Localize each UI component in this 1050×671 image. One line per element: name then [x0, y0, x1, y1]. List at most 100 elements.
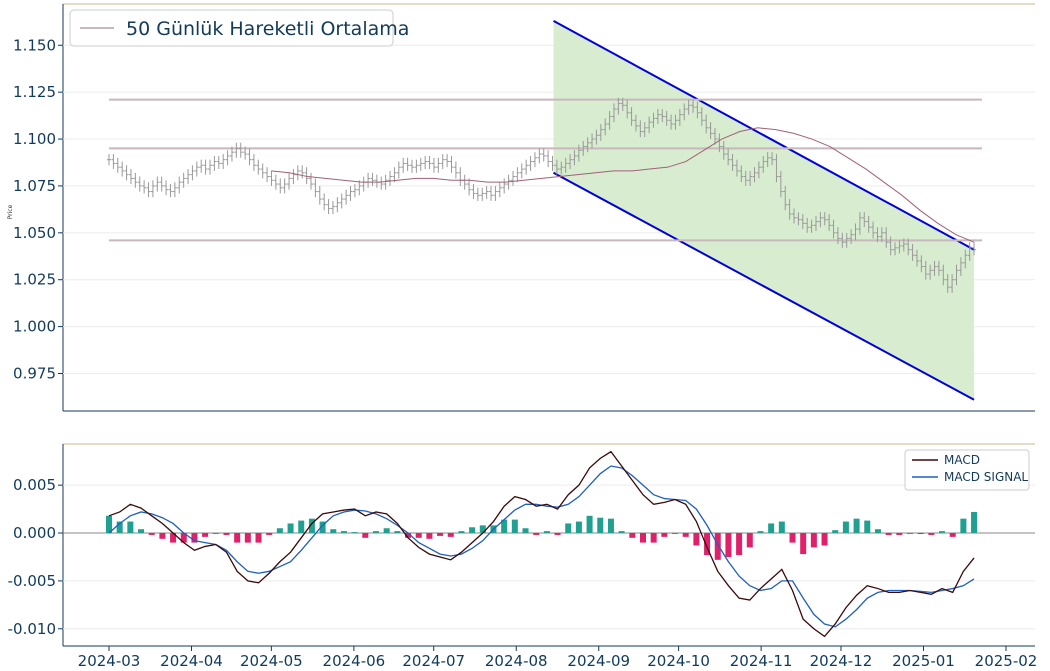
price-y-label: Price — [7, 204, 14, 219]
histogram-bar — [287, 523, 294, 534]
histogram-bar — [319, 521, 326, 534]
histogram-bar — [298, 520, 305, 534]
histogram-bar — [607, 518, 614, 534]
histogram-bar — [639, 533, 646, 543]
price-legend-box — [69, 9, 394, 47]
moving-average — [271, 127, 975, 243]
moving-average-line — [271, 127, 975, 243]
histogram-bar — [746, 533, 753, 548]
price-y-tick-label: 1.025 — [13, 271, 56, 289]
histogram-bar — [138, 529, 145, 534]
histogram-bar — [682, 533, 689, 537]
price-y-tick-label: 1.125 — [13, 83, 56, 101]
histogram-bar — [447, 533, 454, 537]
price-panel: 1.150 1.125 1.100 1.075 1.050 1.025 1.000 0.975… — [7, 3, 1035, 412]
histogram-bar — [372, 531, 379, 534]
date-x-tick-label: 2024-06 — [323, 652, 386, 670]
histogram-bar — [736, 533, 743, 556]
channel-upper-line — [553, 20, 975, 251]
histogram-bar — [971, 511, 978, 534]
histogram-bar — [928, 533, 935, 535]
histogram-bar — [842, 521, 849, 534]
histogram-bar — [874, 529, 881, 534]
histogram-bar — [960, 518, 967, 534]
horizontal-levels — [109, 98, 982, 242]
histogram-bar — [106, 515, 112, 534]
histogram-bar — [757, 531, 764, 534]
macd-legend-label: MACD — [944, 453, 980, 467]
macd-histogram — [106, 511, 978, 560]
histogram-bar — [212, 533, 219, 535]
macd-y-tick-label: 0.005 — [13, 476, 56, 494]
histogram-bar — [906, 533, 913, 535]
macd-y-ticks: 0.005 0.000 -0.005 -0.010 — [8, 476, 63, 638]
price-y-tick-label: 0.975 — [13, 364, 56, 382]
histogram-bar — [597, 517, 604, 534]
histogram-bar — [832, 530, 839, 534]
histogram-bar — [800, 533, 807, 555]
histogram-bar — [629, 533, 636, 538]
histogram-bar — [362, 533, 369, 538]
histogram-bar — [266, 533, 273, 535]
histogram-bar — [810, 533, 817, 548]
histogram-bar — [276, 528, 283, 534]
histogram-bar — [533, 533, 540, 535]
date-x-tick-label: 2025-01 — [892, 652, 955, 670]
histogram-bar — [340, 531, 347, 534]
histogram-bar — [415, 533, 422, 538]
histogram-bar — [159, 533, 166, 539]
histogram-bar — [511, 519, 518, 534]
signal-line — [108, 465, 975, 628]
macd-legend: MACD MACD SIGNAL — [904, 449, 1030, 491]
histogram-bar — [383, 528, 390, 534]
date-x-tick-label: 2025-02 — [975, 652, 1038, 670]
histogram-bar — [693, 533, 700, 546]
histogram-bar — [116, 521, 123, 534]
histogram-bar — [202, 533, 209, 537]
macd-lines — [108, 450, 975, 638]
histogram-bar — [768, 523, 775, 534]
macd-y-tick-label: -0.005 — [8, 572, 56, 590]
histogram-bar — [554, 533, 561, 535]
date-x-tick-label: 2024-11 — [730, 652, 793, 670]
trend-channel — [553, 20, 975, 401]
histogram-bar — [308, 518, 315, 534]
channel-fill — [553, 20, 975, 400]
histogram-bar — [821, 533, 828, 546]
histogram-bar — [864, 520, 871, 534]
date-x-tick-label: 2024-09 — [567, 652, 630, 670]
histogram-bar — [618, 531, 625, 534]
histogram-bar — [672, 533, 679, 535]
histogram-bar — [180, 533, 187, 543]
histogram-bar — [426, 533, 433, 539]
price-y-tick-label: 1.100 — [13, 130, 56, 148]
macd-line — [108, 450, 975, 638]
price-y-tick-label: 1.000 — [13, 318, 56, 336]
histogram-bar — [725, 533, 732, 557]
date-x-tick-label: 2024-07 — [402, 652, 465, 670]
histogram-bar — [789, 533, 796, 543]
date-x-tick-label: 2024-12 — [810, 652, 873, 670]
histogram-bar — [191, 533, 198, 543]
date-x-tick-label: 2024-10 — [647, 652, 710, 670]
histogram-bar — [223, 533, 230, 535]
histogram-bar — [234, 533, 241, 543]
histogram-bar — [949, 533, 956, 537]
histogram-bar — [127, 521, 134, 534]
histogram-bar — [575, 521, 582, 534]
price-y-tick-label: 1.075 — [13, 177, 56, 195]
histogram-bar — [939, 531, 946, 534]
histogram-bar — [543, 531, 550, 534]
histogram-bar — [853, 518, 860, 534]
histogram-bar — [778, 521, 785, 534]
histogram-bar — [586, 515, 593, 534]
signal-legend-label: MACD SIGNAL — [944, 470, 1028, 484]
histogram-bar — [565, 523, 572, 534]
histogram-bar — [458, 531, 465, 534]
channel-lower-line — [553, 171, 975, 401]
histogram-bar — [661, 533, 668, 537]
macd-y-tick-label: -0.010 — [8, 620, 56, 638]
price-y-tick-label: 1.150 — [13, 36, 56, 54]
